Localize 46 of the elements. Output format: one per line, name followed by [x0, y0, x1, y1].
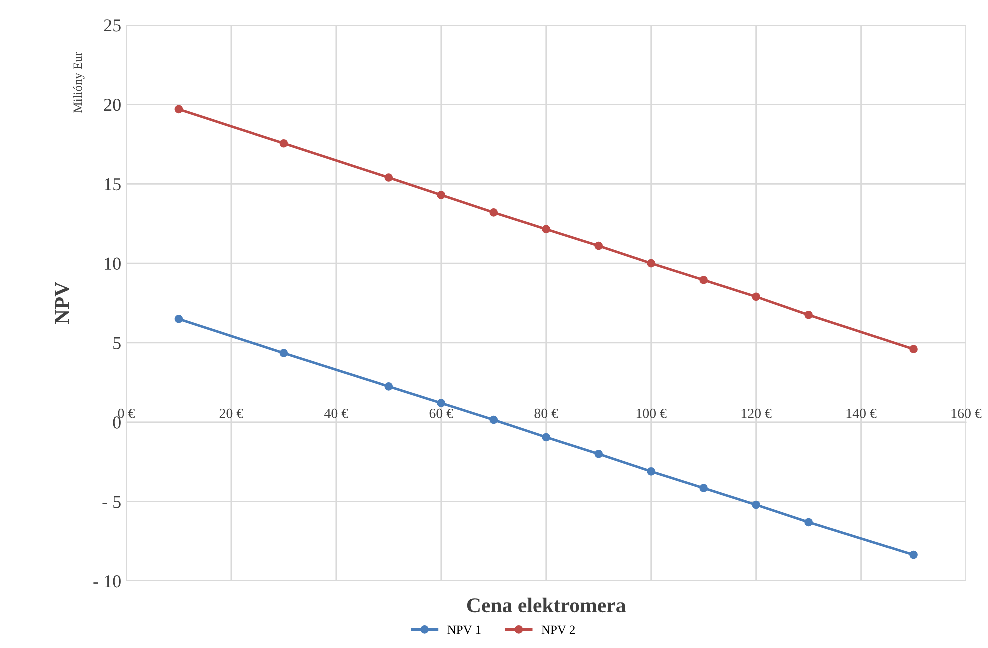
y-axis-title: NPV [56, 282, 70, 324]
point [700, 484, 708, 492]
x-tick-label: 40 € [324, 408, 348, 418]
x-tick-label: 20 € [220, 408, 244, 418]
point [752, 292, 760, 302]
legend-label: NPV 1 [448, 626, 481, 634]
point [594, 450, 604, 458]
point [542, 433, 551, 442]
x-axis-title: Cena elektromera [467, 598, 626, 613]
point [804, 311, 813, 320]
x-tick-label: 0 € [118, 408, 135, 418]
point [647, 467, 656, 476]
text: Milióny Eur [73, 52, 85, 113]
x-tick-label: 160 € [952, 408, 982, 418]
point [384, 382, 394, 391]
point [174, 105, 184, 114]
point [490, 416, 498, 424]
legend-label: NPV 2 [542, 626, 575, 634]
x-tick-label: 140 € [846, 408, 877, 418]
point [594, 242, 604, 250]
y-tick-label: 15 [105, 178, 121, 191]
point [280, 139, 288, 148]
y-tick-label: 25 [104, 20, 121, 32]
y-tick-label: 10 [105, 258, 121, 270]
point [384, 174, 394, 182]
point [910, 550, 918, 560]
point [437, 399, 446, 408]
point [174, 314, 184, 324]
y-tick-label: - 10 [94, 576, 121, 588]
point [280, 349, 288, 358]
y-tick-label: 0 [113, 416, 121, 429]
point [910, 345, 918, 354]
point [804, 518, 813, 527]
point [437, 191, 446, 200]
point [700, 276, 708, 284]
x-tick-label: 100 € [636, 408, 667, 418]
y-tick-label: - 5 [102, 496, 121, 508]
y-tick-label: 20 [104, 98, 121, 112]
point [542, 225, 551, 234]
x-tick-label: 120 € [742, 408, 772, 418]
point [752, 500, 760, 510]
x-tick-label: 60 € [430, 408, 454, 418]
point [490, 208, 498, 217]
point [647, 259, 656, 268]
y-tick-label: 5 [114, 337, 121, 350]
x-tick-label: 80 € [534, 408, 558, 418]
